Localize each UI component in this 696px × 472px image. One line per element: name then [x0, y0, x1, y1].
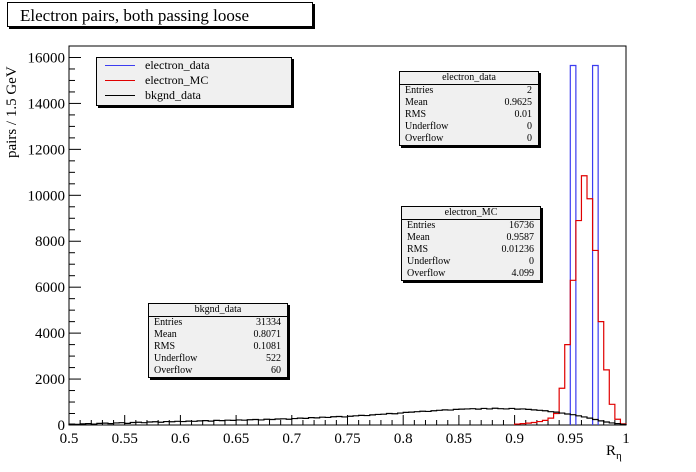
- stats-key: RMS: [405, 109, 427, 120]
- y-tick-label: 4000: [35, 326, 65, 342]
- x-tick-label: 0.5: [60, 431, 79, 447]
- stats-key: Entries: [405, 85, 434, 96]
- stats-value: 60: [271, 365, 281, 376]
- stats-row: RMS 0.01236: [402, 244, 540, 256]
- stats-key: Underflow: [407, 256, 451, 267]
- stats-key: RMS: [407, 244, 429, 255]
- legend-label: electron_data: [145, 58, 210, 72]
- chart-title: Electron pairs, both passing loose: [7, 2, 313, 27]
- legend-entry-electron-mc: electron_MC: [97, 73, 291, 88]
- legend-label: electron_MC: [145, 73, 209, 87]
- stats-value: 16736: [509, 220, 534, 231]
- stats-title: electron_MC: [402, 207, 540, 220]
- stats-row: RMS 0.1081: [149, 341, 287, 353]
- stats-box-electron-data: electron_data Entries 2 Mean 0.9625 RMS 0.0…: [399, 71, 539, 146]
- histogram-series-electron-mc: [514, 175, 627, 425]
- stats-row: RMS 0.01: [400, 109, 538, 121]
- stats-row: Mean 0.9587: [402, 232, 540, 244]
- legend-label: bkgnd_data: [145, 88, 201, 102]
- histogram-series-electron-data: [569, 64, 599, 425]
- stats-value: 0.1081: [253, 341, 282, 352]
- stats-value: 2: [527, 85, 532, 96]
- stats-value: 0.8071: [253, 329, 282, 340]
- x-tick-label: 0.95: [557, 431, 583, 447]
- x-tick-label: 0.75: [334, 431, 360, 447]
- x-tick-label: 0.85: [446, 431, 472, 447]
- legend-swatch: [105, 95, 135, 96]
- stats-key: Overflow: [407, 268, 446, 279]
- x-axis-label: Rη: [606, 443, 622, 462]
- y-tick-label: 10000: [28, 188, 66, 204]
- x-tick-label: 0.7: [282, 431, 301, 447]
- stats-key: Mean: [154, 329, 177, 340]
- stats-row: Underflow 0: [402, 256, 540, 268]
- y-tick-label: 16000: [28, 50, 66, 66]
- stats-value: 4.099: [511, 268, 535, 279]
- stats-row: Entries 31334: [149, 317, 287, 329]
- y-tick-label: 2000: [35, 372, 65, 388]
- stats-row: Underflow 0: [400, 121, 538, 133]
- stats-key: Entries: [407, 220, 436, 231]
- stats-key: Overflow: [405, 133, 444, 144]
- stats-row: Underflow 522: [149, 353, 287, 365]
- stats-value: 0: [529, 256, 534, 267]
- x-tick-label: 0.65: [223, 431, 249, 447]
- stats-value: 0.01: [514, 109, 533, 120]
- stats-value: 0.01236: [501, 244, 535, 255]
- x-tick-label: 0.55: [112, 431, 138, 447]
- legend-swatch: [105, 65, 135, 66]
- stats-key: Overflow: [154, 365, 193, 376]
- y-tick-label: 6000: [35, 280, 65, 296]
- legend: electron_data electron_MC bkgnd_data: [96, 57, 292, 106]
- y-tick-label: 0: [58, 418, 66, 434]
- x-tick-label: 0.9: [505, 431, 524, 447]
- stats-title: bkgnd_data: [149, 304, 287, 317]
- stats-key: Underflow: [405, 121, 449, 132]
- stats-row: Overflow 0: [400, 133, 538, 145]
- stats-key: RMS: [154, 341, 176, 352]
- x-tick-label: 0.8: [394, 431, 413, 447]
- stats-box-bkgnd-data: bkgnd_data Entries 31334 Mean 0.8071 RMS 0.…: [148, 303, 288, 378]
- stats-row: Overflow 4.099: [402, 268, 540, 280]
- stats-box-electron-mc: electron_MC Entries 16736 Mean 0.9587 RMS 0…: [401, 206, 541, 281]
- histogram-series-bkgnd-data: [68, 407, 627, 425]
- x-tick-label: 0.6: [171, 431, 190, 447]
- stats-value: 0.9587: [506, 232, 535, 243]
- legend-entry-bkgnd-data: bkgnd_data: [97, 88, 291, 103]
- stats-value: 0.9625: [504, 97, 533, 108]
- stats-value: 0: [527, 121, 532, 132]
- stats-key: Mean: [407, 232, 430, 243]
- stats-row: Mean 0.9625: [400, 97, 538, 109]
- legend-swatch: [105, 80, 135, 81]
- y-axis-label: pairs / 1.5 GeV: [4, 66, 20, 158]
- y-tick-label: 12000: [28, 142, 66, 158]
- stats-key: Entries: [154, 317, 183, 328]
- legend-entry-electron-data: electron_data: [97, 58, 291, 73]
- y-tick-label: 14000: [28, 96, 66, 112]
- stats-title: electron_data: [400, 72, 538, 85]
- y-tick-label: 8000: [35, 234, 65, 250]
- stats-value: 522: [266, 353, 281, 364]
- stats-key: Mean: [405, 97, 428, 108]
- stats-value: 0: [527, 133, 532, 144]
- stats-row: Overflow 60: [149, 365, 287, 377]
- stats-value: 31334: [256, 317, 281, 328]
- stats-row: Entries 2: [400, 85, 538, 97]
- stats-key: Underflow: [154, 353, 198, 364]
- stats-row: Mean 0.8071: [149, 329, 287, 341]
- stats-row: Entries 16736: [402, 220, 540, 232]
- x-tick-label: 1: [622, 431, 630, 447]
